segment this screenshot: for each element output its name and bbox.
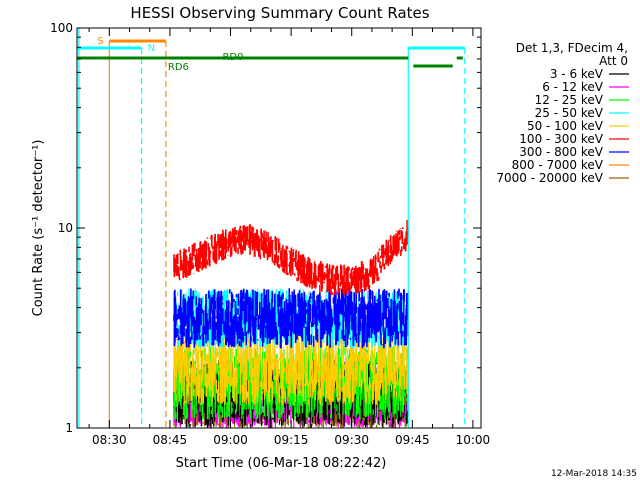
legend-label: 12 - 25 keV bbox=[535, 93, 604, 107]
y-tick-label: 100 bbox=[50, 21, 73, 35]
series-300to800keV-line bbox=[173, 288, 409, 349]
x-tick-label: 09:15 bbox=[274, 433, 309, 447]
legend-title-line2: Att 0 bbox=[599, 54, 628, 68]
legend-label: 3 - 6 keV bbox=[550, 67, 604, 81]
flag-rd0-label: RD0 bbox=[222, 52, 243, 63]
x-tick-label: 08:30 bbox=[92, 433, 127, 447]
axis-ticks: 08:30 08:45 09:00 09:15 09:30 09:45 10:00 1 10 10… bbox=[50, 21, 490, 447]
x-tick-label: 08:45 bbox=[153, 433, 188, 447]
flag-rd6-label: RD6 bbox=[168, 62, 189, 73]
x-tick-label: 10:00 bbox=[456, 433, 491, 447]
y-tick-label: 10 bbox=[58, 221, 73, 235]
x-axis-label: Start Time (06-Mar-18 08:22:42) bbox=[176, 456, 387, 471]
legend-label: 50 - 100 keV bbox=[527, 119, 604, 133]
legend-label: 800 - 7000 keV bbox=[512, 158, 604, 172]
legend-label: 6 - 12 keV bbox=[542, 80, 604, 94]
y-tick-label: 1 bbox=[65, 421, 73, 435]
x-tick-label: 09:00 bbox=[213, 433, 248, 447]
series-100to300keV-line bbox=[173, 220, 409, 296]
legend-label: 100 - 300 keV bbox=[519, 132, 603, 146]
legend-label: 25 - 50 keV bbox=[535, 106, 604, 120]
x-tick-label: 09:45 bbox=[395, 433, 430, 447]
plot-area: S N RD6 RD0 bbox=[77, 28, 466, 428]
plot-frame bbox=[76, 27, 482, 429]
legend-label: 7000 - 20000 keV bbox=[496, 171, 603, 185]
flag-n1-label: N bbox=[148, 43, 155, 54]
x-tick-label: 09:30 bbox=[334, 433, 369, 447]
series-50to100keV-line bbox=[173, 332, 409, 406]
flag-s-label: S bbox=[97, 36, 103, 47]
chart-title: HESSI Observing Summary Count Rates bbox=[130, 4, 429, 22]
footer-timestamp: 12-Mar-2018 14:35 bbox=[551, 469, 637, 479]
legend-title-line1: Det 1,3, FDecim 4, bbox=[516, 41, 628, 55]
legend-label: 300 - 800 keV bbox=[519, 145, 603, 159]
y-axis-label: Count Rate (s⁻¹ detector⁻¹) bbox=[31, 140, 46, 317]
